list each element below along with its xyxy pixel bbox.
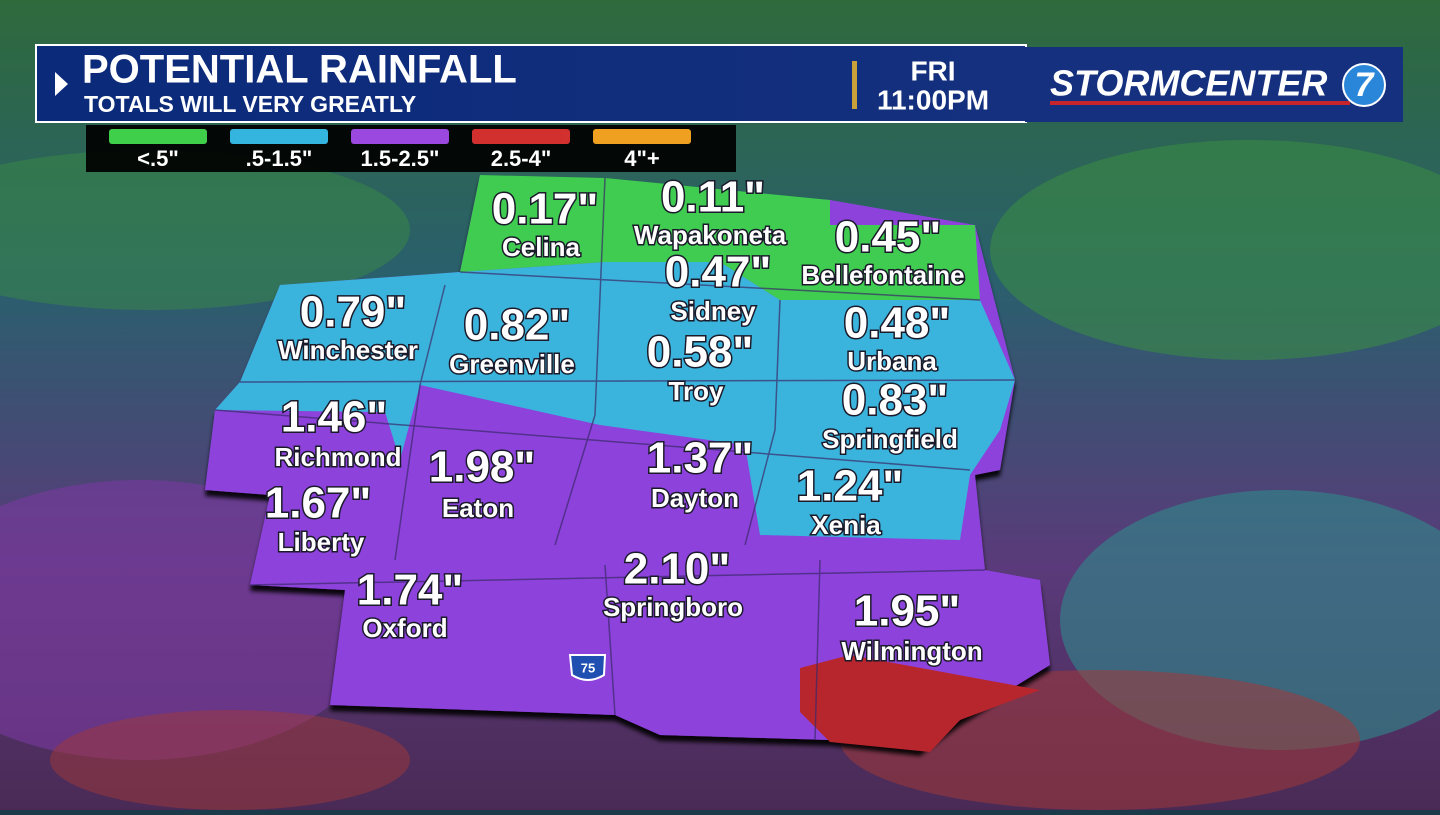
rain-value: 0.45" [835,213,942,262]
time-divider [852,61,857,109]
location-labels: 0.17"Celina 0.11"Wapakoneta 0.45"Bellefont… [263,171,984,667]
legend-swatch [593,129,691,144]
interstate-shield: 75 [568,654,607,681]
rain-value: 2.10" [624,545,731,594]
rain-area [0,150,410,310]
city-name: Springboro [603,592,743,622]
red-region [800,655,1040,752]
header-arrow [55,72,68,96]
legend-swatch [351,129,449,144]
interstate-label: 75 [581,660,595,675]
rain-value: 1.95" [854,587,961,636]
city-name: Springfield [822,424,958,454]
time: 11:00PM [877,84,989,115]
rain-value: 0.58" [647,328,754,377]
rain-value: 0.47" [665,248,772,297]
header-brand-bar [1025,47,1403,122]
title: POTENTIAL RAINFALL [82,48,517,92]
city-name: Winchester [278,335,418,365]
rain-value: 1.37" [647,434,754,483]
city-name: Dayton [651,483,739,513]
city-name: Wilmington [841,636,982,666]
city-name: Sidney [670,296,756,326]
rain-value: 1.74" [357,566,464,615]
brand-badge [1342,63,1386,107]
city-name: Richmond [274,442,401,472]
rain-value: 0.11" [661,173,765,222]
rain-value: 0.79" [300,288,407,337]
legend-label: .5-1.5" [246,146,313,171]
city-name: Xenia [811,510,881,540]
green-region [460,175,980,300]
rain-area [990,140,1440,360]
city-name: Bellefontaine [801,260,964,290]
blue-region [215,262,1015,540]
subtitle: TOTALS WILL VERY GREATLY [84,91,416,117]
brand: STORMCENTER [1050,63,1327,104]
rain-value: 1.46" [281,393,388,442]
rain-value: 0.82" [464,301,571,350]
city-name: Oxford [362,613,447,643]
rain-area [50,710,410,810]
legend-swatch [109,129,207,144]
county-lines [214,177,1016,741]
rain-value: 1.98" [429,443,536,492]
city-name: Urbana [847,346,937,376]
city-name: Eaton [442,493,514,523]
rain-value: 0.48" [844,299,951,348]
city-name: Troy [669,376,724,406]
city-name: Wapakoneta [634,220,787,250]
brand-number: 7 [1355,66,1376,104]
rain-value: 0.83" [842,376,949,425]
rain-value: 0.17" [492,185,599,234]
rain-value: 1.67" [265,479,372,528]
legend: <.5" .5-1.5" 1.5-2.5" 2.5-4" 4"+ [109,129,691,171]
legend-swatch [230,129,328,144]
legend-label: 4"+ [624,146,660,171]
legend-label: 1.5-2.5" [361,146,440,171]
legend-swatch [472,129,570,144]
day: FRI [910,55,955,86]
brand-underline [1050,101,1350,105]
rain-value: 1.24" [797,462,904,511]
city-name: Greenville [449,349,575,379]
legend-label: 2.5-4" [491,146,552,171]
city-name: Liberty [278,527,365,557]
city-name: Celina [502,232,581,262]
legend-label: <.5" [137,146,179,171]
